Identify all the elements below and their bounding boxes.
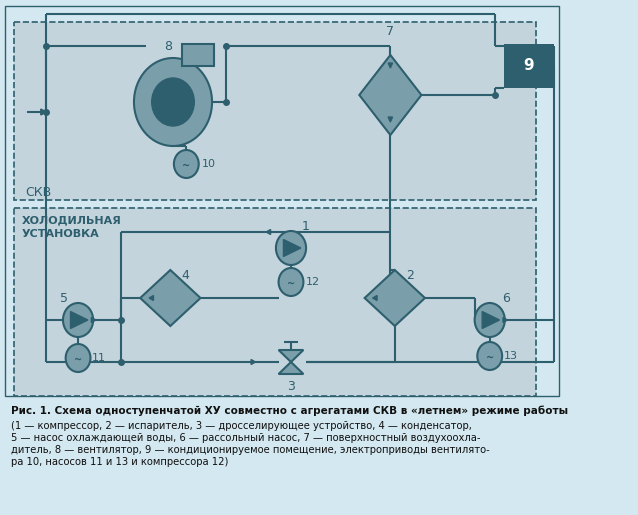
Circle shape [63, 303, 93, 337]
Polygon shape [503, 318, 507, 322]
Text: 4: 4 [181, 269, 189, 282]
Polygon shape [373, 296, 377, 300]
Text: ~: ~ [74, 354, 82, 365]
Polygon shape [140, 270, 200, 326]
Text: (1 — компрессор, 2 — испаритель, 3 — дросселирующее устройство, 4 — конденсатор,: (1 — компрессор, 2 — испаритель, 3 — дро… [11, 421, 471, 431]
Polygon shape [91, 318, 96, 322]
Text: 6: 6 [502, 292, 510, 305]
Text: 7: 7 [387, 25, 394, 38]
Text: дитель, 8 — вентилятор, 9 — кондиционируемое помещение, электроприводы вентилято: дитель, 8 — вентилятор, 9 — кондициониру… [11, 445, 489, 455]
Text: 8: 8 [165, 40, 172, 53]
Polygon shape [41, 109, 46, 115]
Text: ~: ~ [486, 352, 494, 363]
Text: Рис. 1. Схема одноступенчатой ХУ совместно с агрегатами СКВ в «летнем» режиме ра: Рис. 1. Схема одноступенчатой ХУ совмест… [11, 406, 568, 417]
Text: 13: 13 [504, 351, 518, 361]
Polygon shape [266, 230, 271, 234]
Text: УСТАНОВКА: УСТАНОВКА [21, 229, 99, 239]
Circle shape [279, 268, 304, 296]
Polygon shape [71, 312, 88, 329]
Text: 11: 11 [93, 353, 107, 363]
Polygon shape [365, 270, 425, 326]
Polygon shape [283, 239, 300, 256]
Polygon shape [359, 55, 422, 135]
FancyBboxPatch shape [14, 22, 536, 200]
Text: 12: 12 [306, 277, 320, 287]
Text: 9: 9 [523, 59, 534, 74]
Circle shape [152, 78, 195, 126]
Text: ХОЛОДИЛЬНАЯ: ХОЛОДИЛЬНАЯ [21, 215, 121, 225]
Text: ~: ~ [182, 161, 190, 170]
Circle shape [174, 150, 198, 178]
Text: 2: 2 [406, 269, 414, 282]
Circle shape [475, 303, 505, 337]
Polygon shape [149, 296, 154, 300]
Text: ~: ~ [287, 279, 295, 288]
Text: 10: 10 [202, 159, 216, 169]
Text: 1: 1 [302, 220, 309, 233]
Polygon shape [388, 63, 392, 68]
Circle shape [66, 344, 91, 372]
Polygon shape [279, 350, 304, 362]
Text: ра 10, насосов 11 и 13 и компрессора 12): ра 10, насосов 11 и 13 и компрессора 12) [11, 457, 228, 467]
Circle shape [276, 231, 306, 265]
Polygon shape [279, 362, 304, 374]
Text: 5: 5 [61, 292, 68, 305]
FancyBboxPatch shape [14, 208, 536, 396]
Circle shape [477, 342, 502, 370]
Polygon shape [388, 117, 392, 122]
FancyBboxPatch shape [5, 6, 559, 396]
Text: СКВ: СКВ [25, 186, 51, 199]
Polygon shape [251, 359, 255, 365]
Polygon shape [482, 312, 500, 329]
Text: 3: 3 [287, 380, 295, 393]
Circle shape [134, 58, 212, 146]
FancyBboxPatch shape [182, 44, 214, 66]
Text: 5 — насос охлаждающей воды, 6 — рассольный насос, 7 — поверхностный воздухоохла-: 5 — насос охлаждающей воды, 6 — рассольн… [11, 433, 480, 443]
Bar [504, 44, 554, 88]
